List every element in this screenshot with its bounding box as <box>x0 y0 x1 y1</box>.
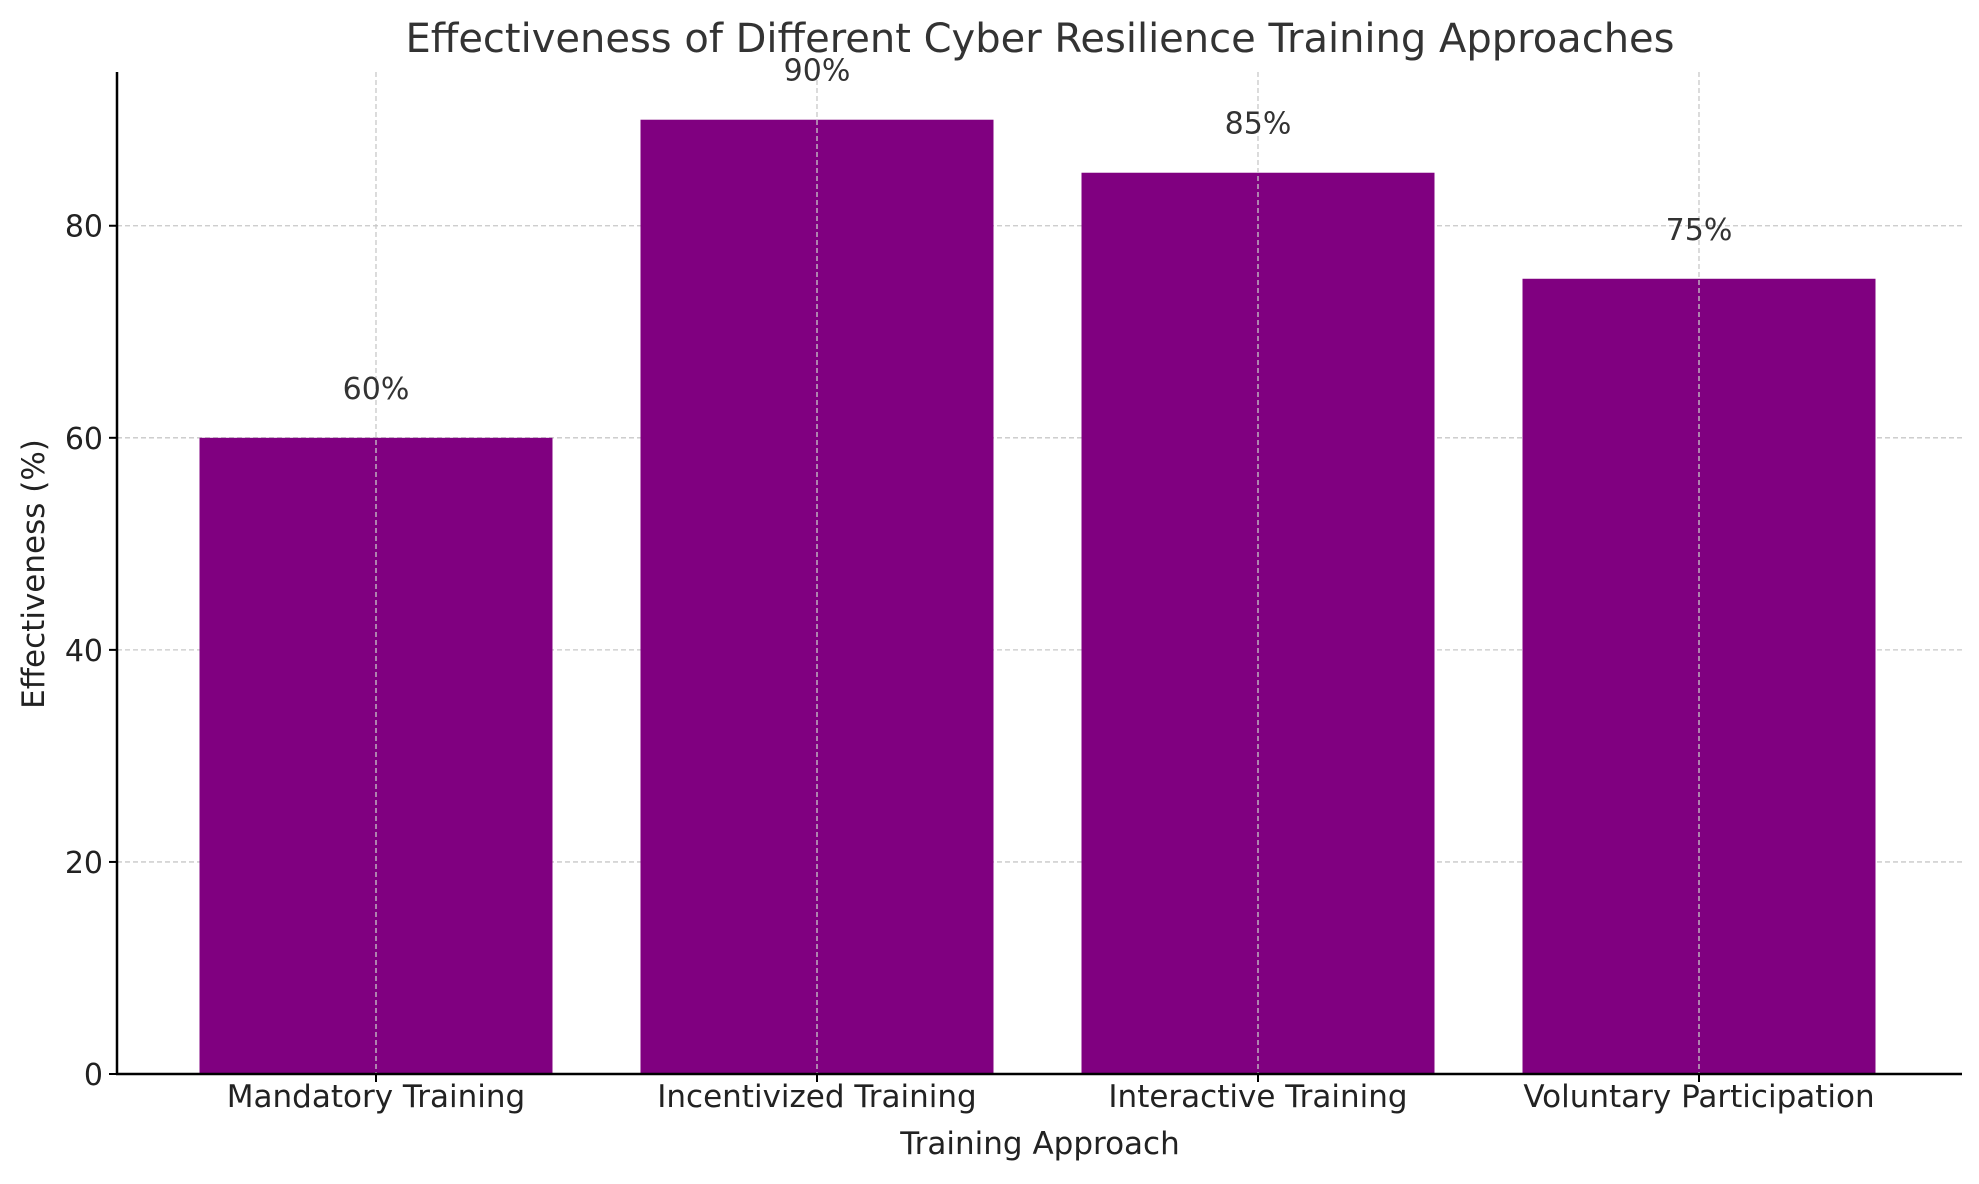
x-tick-label-0: Mandatory Training <box>227 1079 525 1115</box>
data-label-0: 60% <box>343 372 410 407</box>
x-tick-label-2: Interactive Training <box>1108 1079 1407 1115</box>
data-labels: 60% 90% 85% 75% <box>343 54 1733 407</box>
data-label-3: 75% <box>1666 213 1733 248</box>
axes <box>115 72 1962 1076</box>
chart-title: Effectiveness of Different Cyber Resilie… <box>405 16 1674 62</box>
y-tick-label-60: 60 <box>65 422 103 457</box>
y-tick-label-0: 0 <box>84 1058 103 1093</box>
bars <box>199 119 1876 1074</box>
y-axis-label: Effectiveness (%) <box>16 439 52 709</box>
x-tick-label-3: Voluntary Participation <box>1523 1079 1874 1115</box>
x-tick-label-1: Incentivized Training <box>657 1079 976 1115</box>
vertical-grid <box>375 72 1700 1074</box>
x-axis-label: Training Approach <box>899 1126 1179 1162</box>
y-tick-label-20: 20 <box>65 846 103 881</box>
data-label-2: 85% <box>1225 107 1292 142</box>
data-label-1: 90% <box>784 54 851 89</box>
y-tick-label-80: 80 <box>65 210 103 245</box>
y-tick-label-40: 40 <box>65 634 103 669</box>
ticks: 0 20 40 60 80 Mandatory Training Incentivized … <box>65 210 1875 1115</box>
